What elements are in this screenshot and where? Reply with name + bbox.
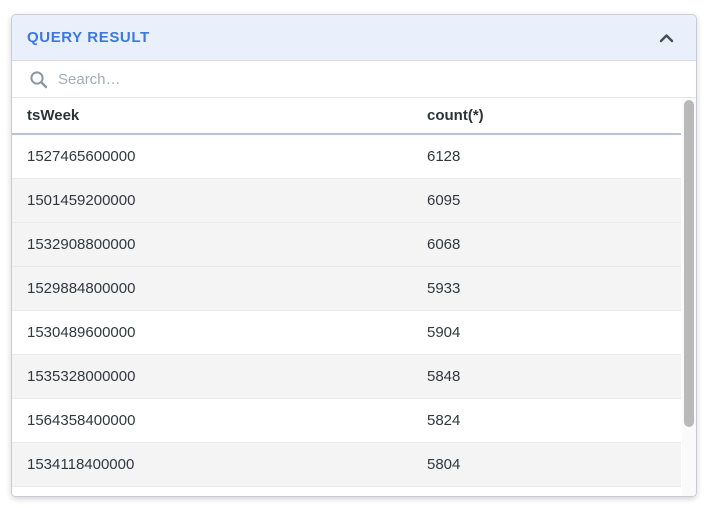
column-header-tsweek[interactable]: tsWeek [27,107,80,124]
panel-header: QUERY RESULT [12,15,696,61]
vertical-scrollbar[interactable] [682,98,696,496]
tsweek-cell: 1564358400000 [27,412,136,429]
tsweek-cell: 1532908800000 [27,236,136,253]
tsweek-cell: 1529884800000 [27,280,136,297]
count-cell: 5904 [427,324,461,341]
tsweek-cell: 1501459200000 [27,192,136,209]
chevron-up-icon [659,33,674,43]
table-row[interactable]: 1535328000000 5848 [12,355,681,399]
count-cell: 5824 [427,412,461,429]
count-cell: 6095 [427,192,461,209]
column-header-count[interactable]: count(*) [427,107,484,124]
table-header-row: tsWeek count(*) [12,98,681,135]
query-result-panel: QUERY RESULT tsWeek count(*) 152746 [11,14,697,497]
results-table: tsWeek count(*) 1527465600000 6128 15014… [12,98,696,496]
count-cell: 6128 [427,148,461,165]
count-cell: 5933 [427,280,461,297]
table-row[interactable]: 1527465600000 6128 [12,135,681,179]
tsweek-cell: 1530489600000 [27,324,136,341]
search-bar [12,61,696,98]
tsweek-cell: 1527465600000 [27,148,136,165]
collapse-button[interactable] [655,27,677,49]
count-cell: 6068 [427,236,461,253]
tsweek-cell: 1535328000000 [27,368,136,385]
tsweek-cell: 1534118400000 [27,456,135,473]
table-row[interactable]: 1530489600000 5904 [12,311,681,355]
table-row[interactable]: 1529884800000 5933 [12,267,681,311]
scrollbar-thumb[interactable] [684,100,694,427]
table-row[interactable]: 1532908800000 6068 [12,223,681,267]
panel-title: QUERY RESULT [27,29,150,46]
table-row[interactable]: 1564358400000 5824 [12,399,681,443]
search-input[interactable] [58,70,696,88]
table-row[interactable]: 1534118400000 5804 [12,443,681,487]
count-cell: 5804 [427,456,461,473]
search-icon [29,70,48,89]
table-row[interactable]: 1501459200000 6095 [12,179,681,223]
count-cell: 5848 [427,368,461,385]
